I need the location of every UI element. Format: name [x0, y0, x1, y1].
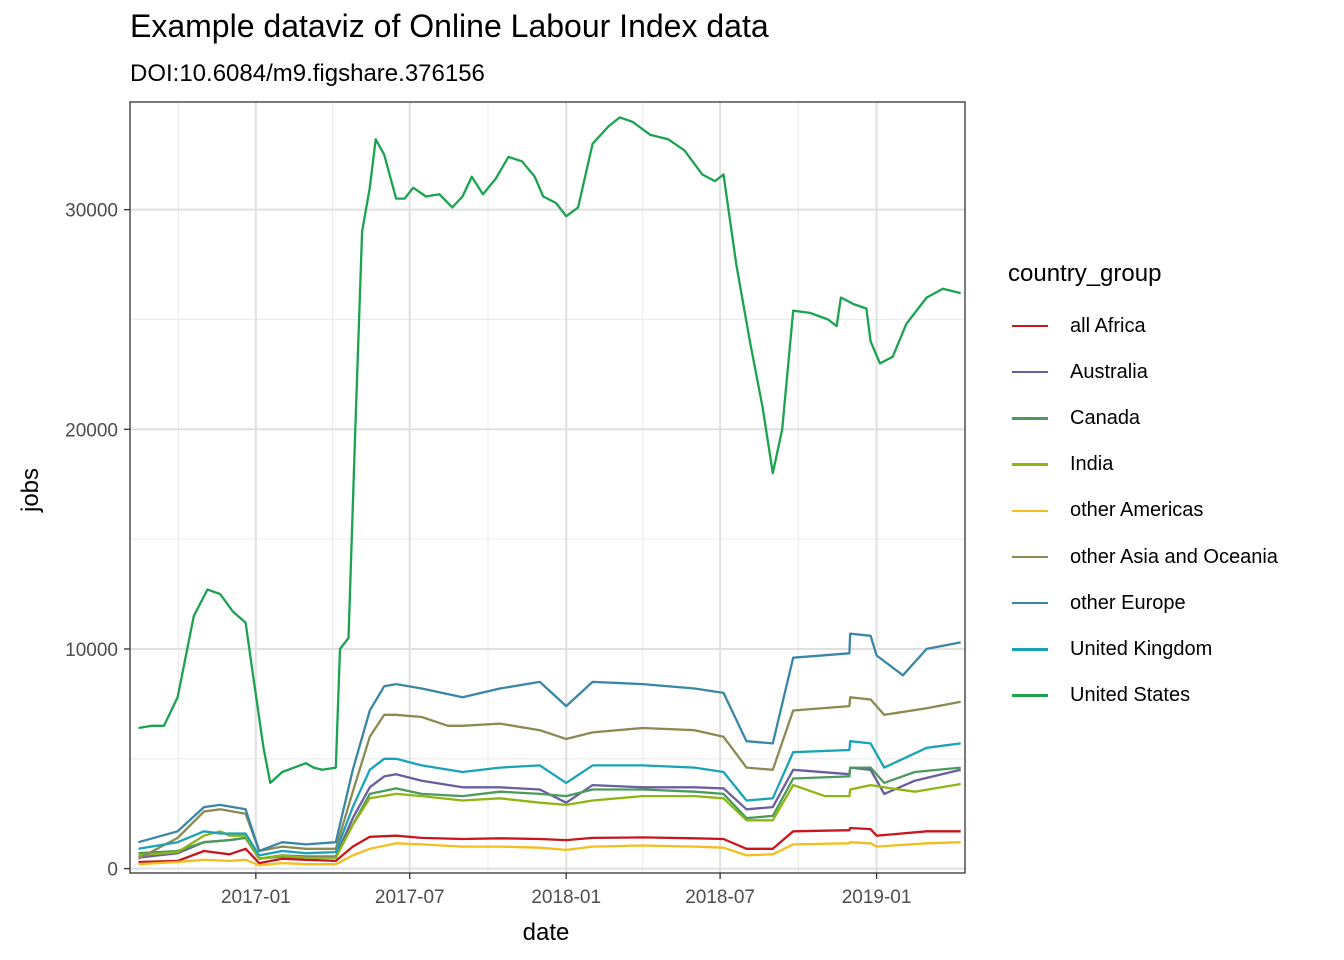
legend-swatch [1012, 417, 1048, 420]
legend-swatch [1012, 648, 1048, 651]
series-line-australia [138, 766, 961, 860]
y-tick-label: 20000 [65, 420, 118, 441]
y-tick-labels: 0 10000 20000 30000 [65, 201, 118, 881]
legend-swatch [1012, 555, 1048, 559]
legend-title: country_group [1008, 260, 1162, 287]
chart-title: Example dataviz of Online Labour Index d… [130, 8, 769, 44]
x-tick-label: 2019-01 [842, 887, 912, 908]
legend-item: United States [1012, 681, 1190, 711]
x-tick-label: 2017-07 [375, 887, 445, 908]
legend-label: India [1070, 453, 1114, 476]
series-lines [137, 116, 961, 867]
chart-subtitle: DOI:10.6084/m9.figshare.376156 [130, 60, 485, 87]
legend-item: India [1012, 450, 1113, 480]
series-line-other-europe [138, 632, 961, 853]
legend-label: other Asia and Oceania [1070, 545, 1278, 568]
minor-gridlines [130, 102, 965, 873]
series-line-india [138, 782, 961, 860]
y-tick-label: 30000 [65, 201, 118, 222]
x-tick-label: 2018-01 [531, 887, 601, 908]
legend-item: other Europe [1012, 588, 1186, 618]
plot-panel-border [129, 101, 966, 874]
major-gridlines [130, 102, 965, 873]
legend-swatch [1012, 370, 1048, 374]
legend-item: United Kingdom [1012, 634, 1212, 664]
x-axis-title: date [523, 919, 570, 946]
legend-label: Australia [1070, 360, 1148, 383]
y-tick-label: 0 [107, 860, 118, 881]
x-tick-label: 2018-07 [685, 887, 755, 908]
legend-label: United States [1070, 684, 1191, 707]
series-line-canada [138, 766, 961, 860]
x-tick-label: 2017-01 [221, 887, 291, 908]
legend-item: other Asia and Oceania [1012, 542, 1278, 572]
legend-label: other Europe [1070, 591, 1186, 614]
y-axis-title: jobs [17, 468, 44, 513]
legend-swatch [1012, 509, 1048, 513]
legend-swatch [1012, 694, 1048, 697]
legend-label: other Americas [1070, 499, 1204, 522]
legend-label: all Africa [1070, 314, 1146, 337]
legend-swatch [1012, 463, 1048, 466]
axis-ticks [124, 208, 878, 879]
series-line-all-africa [138, 826, 961, 865]
series-line-united-kingdom [138, 740, 961, 857]
legend-item: all Africa [1012, 311, 1146, 341]
legend-label: Canada [1070, 406, 1141, 429]
series-line-united-states [138, 116, 961, 785]
x-tick-labels: 2017-01 2017-07 2018-01 2018-07 2019-01 [221, 887, 911, 908]
series-line-other-americas [138, 841, 961, 867]
legend-item: other Americas [1012, 496, 1203, 526]
y-tick-label: 10000 [65, 640, 118, 661]
legend-item: Canada [1012, 403, 1140, 433]
legend-label: United Kingdom [1070, 637, 1213, 660]
legend-item: Australia [1012, 357, 1148, 387]
legend-swatch [1012, 324, 1048, 328]
legend-swatch [1012, 601, 1048, 605]
